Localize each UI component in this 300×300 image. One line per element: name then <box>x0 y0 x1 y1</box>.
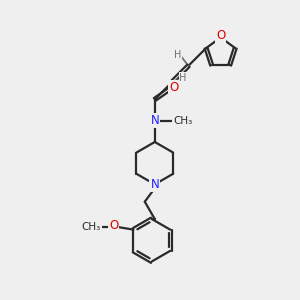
Text: O: O <box>216 29 225 42</box>
Text: CH₃: CH₃ <box>82 222 101 232</box>
Text: O: O <box>109 219 119 232</box>
Text: H: H <box>174 50 181 60</box>
Text: O: O <box>169 81 178 94</box>
Text: N: N <box>150 114 159 127</box>
Text: CH₃: CH₃ <box>173 116 192 126</box>
Text: N: N <box>150 178 159 191</box>
Text: H: H <box>179 73 187 82</box>
